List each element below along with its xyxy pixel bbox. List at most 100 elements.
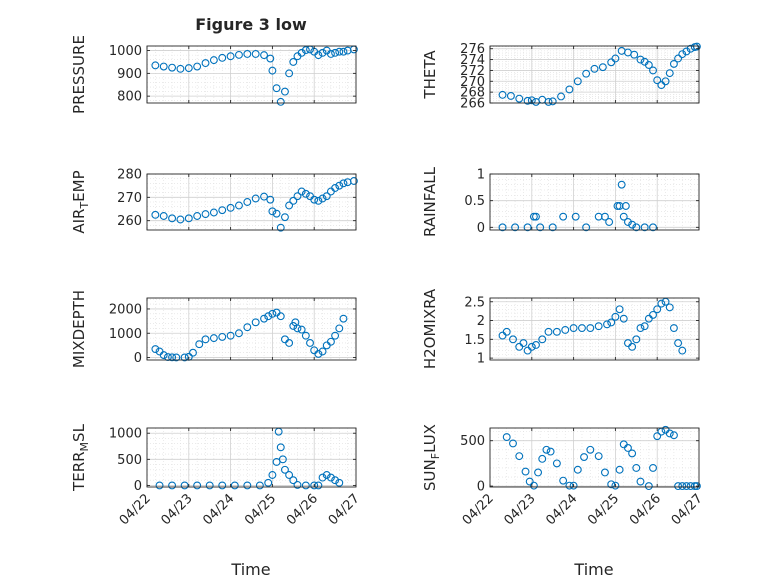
data-point [636,477,645,486]
data-point [506,91,515,100]
data-point [548,223,557,232]
data-point [498,90,507,99]
plot-area [147,428,356,487]
data-point [251,50,260,58]
y-tick-label: 272 [460,64,485,79]
data-point [536,223,545,232]
data-point [573,465,582,474]
data-point [649,223,657,232]
data-point [623,218,632,226]
data-point [509,439,517,448]
data-point [251,318,260,327]
data-point [682,482,691,491]
data-point [235,201,243,210]
data-point [578,324,586,333]
data-point [605,218,614,226]
data-point [168,481,177,490]
y-tick-label: 274 [460,53,485,68]
data-point [266,54,275,63]
data-point [155,481,164,490]
data-point [644,61,653,69]
data-point [322,192,331,201]
data-point [276,97,285,106]
data-point [649,66,657,75]
data-point [218,53,227,62]
data-point [628,342,637,351]
data-point [314,349,323,358]
data-point [293,480,302,489]
y-tick-label: 266 [460,97,485,112]
y-tick-label: 276 [460,42,485,57]
data-point [586,445,595,454]
data-point [209,208,218,217]
data-point [502,433,511,442]
data-point [285,69,294,78]
data-point [632,335,641,344]
x-tick-label: 04/23 [502,491,539,528]
data-point [511,223,520,232]
panel-mixdepth: 0 1000 2000 MIXDEPTH [70,290,357,368]
x-tick-label: 04/22 [117,491,154,528]
data-point [195,340,204,349]
data-point [168,353,177,362]
data-point [255,481,264,490]
y-axis-label: SUNFLUX [421,424,442,491]
data-point [172,353,181,362]
y-tick-label: 1000 [109,427,142,442]
y-tick-label: 1000 [109,327,142,342]
plot-area [147,298,356,360]
data-point [209,56,218,65]
data-point [598,63,607,72]
data-point [226,331,235,340]
data-point [669,59,678,68]
plot-area [147,46,356,103]
y-tick-label: 2.5 [464,295,485,310]
data-point [243,323,252,332]
data-point [293,324,302,333]
data-point [264,312,273,321]
panel-rainfall: 0 0.5 1 RAINFALL [421,166,700,237]
data-point [335,47,344,56]
y-axis-label: H2OMIXRA [421,288,439,369]
data-point [243,198,252,206]
data-point [632,223,641,232]
data-point [623,444,632,452]
data-point [310,195,319,204]
data-point [621,202,630,210]
data-point [318,194,327,203]
data-point [538,335,547,344]
data-point [297,187,306,196]
y-axis-label: MIXDEPTH [70,290,88,368]
data-point [669,324,678,333]
y-tick-label: 1000 [109,44,142,59]
data-point [226,203,235,212]
data-point [613,202,622,210]
data-point [628,449,637,458]
data-point [665,429,674,438]
data-point [201,335,210,344]
data-point [594,322,603,331]
data-point [509,335,517,344]
data-point [529,212,538,221]
data-point [205,481,214,490]
data-point [289,58,298,66]
data-point [582,223,591,232]
data-point [285,339,294,347]
y-tick-label: 0 [477,480,485,495]
y-tick-label: 2000 [109,302,142,317]
data-point [266,195,275,204]
data-point [538,454,547,463]
y-tick-label: 260 [117,214,142,229]
y-tick-label: 1.5 [464,333,485,348]
data-point [557,92,566,101]
data-point [176,64,185,73]
data-point [573,77,582,86]
y-tick-label: 800 [117,90,142,105]
data-point [335,478,344,487]
y-axis-label: PRESSURE [70,35,88,114]
data-point [326,337,335,346]
data-point [649,463,657,472]
x-tick-label: 04/24 [200,491,237,528]
data-point [318,347,327,356]
